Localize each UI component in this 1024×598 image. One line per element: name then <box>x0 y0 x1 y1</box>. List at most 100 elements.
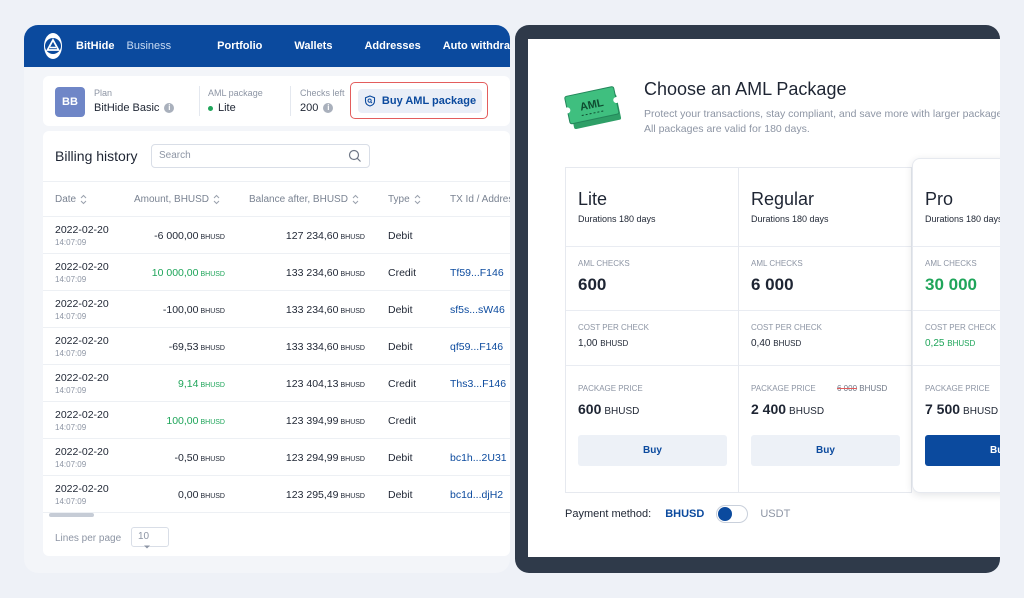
buy-button[interactable]: Buy <box>578 435 727 466</box>
row-type: Debit <box>388 489 413 501</box>
package-card-lite: Lite Durations 180 days AML CHECKS 600 COST … <box>565 167 739 493</box>
nav-wallets[interactable]: Wallets <box>294 40 333 52</box>
divider <box>913 246 1000 247</box>
table-row[interactable]: 2022-02-20 14:07:09 -69,53 BHUSD 133 334,60 B… <box>43 328 510 365</box>
table-row[interactable]: 2022-02-20 14:07:09 10 000,00 BHUSD 133 234,… <box>43 254 510 291</box>
bithide-logo-icon[interactable] <box>44 33 62 59</box>
cost-value: 1,00 <box>578 338 598 349</box>
row-amount: 9,14 BHUSD <box>178 378 225 390</box>
row-tx-link[interactable]: sf5s...sW46 <box>450 304 505 316</box>
table-row[interactable]: 2022-02-20 14:07:09 100,00 BHUSD 123 394,99 B… <box>43 402 510 439</box>
aml-package-name: Lite <box>218 102 236 114</box>
table-row[interactable]: 2022-02-20 14:07:09 9,14 BHUSD 123 404,13 BHU… <box>43 365 510 402</box>
row-date: 2022-02-20 <box>55 483 109 495</box>
row-amount: -69,53 BHUSD <box>169 341 225 353</box>
row-tx-link[interactable]: Ths3...F146 <box>450 378 507 390</box>
payment-option-usdt[interactable]: USDT <box>760 508 791 520</box>
checks-left-label: Checks left <box>300 88 345 98</box>
row-tx-link[interactable]: qf59...F146 <box>450 341 504 353</box>
row-tx-link[interactable]: Tf59...F146 <box>450 267 504 279</box>
info-icon[interactable]: i <box>164 103 175 113</box>
buy-button[interactable]: Buy <box>751 435 900 466</box>
row-tx-link[interactable]: bc1d...djH2 <box>450 489 504 501</box>
search-placeholder: Search <box>159 150 191 161</box>
table-row[interactable]: 2022-02-20 14:07:09 0,00 BHUSD 123 295,49 BHU… <box>43 476 510 513</box>
package-price-value: 2 400 BHUSD <box>751 401 824 417</box>
table-row[interactable]: 2022-02-20 14:07:09 -6 000,00 BHUSD 127 234,… <box>43 217 510 254</box>
row-date: 2022-02-20 <box>55 298 109 310</box>
row-balance-value: 123 404,13 <box>285 378 339 390</box>
price-value: 7 500 <box>925 401 961 417</box>
nav-auto-withdraw[interactable]: Auto withdraw <box>442 40 510 52</box>
billing-history-panel: Billing history Search Date Amount, BHUS… <box>43 131 510 556</box>
price-unit: BHUSD <box>789 406 825 417</box>
sort-icon[interactable] <box>352 194 359 205</box>
column-type-label: Type <box>388 194 410 205</box>
lines-per-page-select[interactable]: 10 <box>131 527 169 549</box>
row-time: 14:07:09 <box>55 497 87 506</box>
price-unit: BHUSD <box>604 406 640 417</box>
buy-aml-highlight <box>350 82 488 119</box>
cost-per-check-value: 1,00 BHUSD <box>578 338 628 349</box>
column-amount-label: Amount, BHUSD <box>134 194 210 205</box>
row-balance-unit: BHUSD <box>340 493 365 500</box>
divider <box>199 86 200 116</box>
row-balance-unit: BHUSD <box>340 345 365 352</box>
row-balance-value: 133 234,60 <box>285 304 339 316</box>
aml-checks-value: 600 <box>578 275 607 294</box>
row-amount-unit: BHUSD <box>200 234 225 241</box>
toggle-knob <box>718 507 733 521</box>
table-row[interactable]: 2022-02-20 14:07:09 -0,50 BHUSD 123 294,99 BH… <box>43 439 510 476</box>
search-input[interactable]: Search <box>151 144 370 168</box>
row-balance-value: 123 295,49 <box>285 489 339 501</box>
row-type: Debit <box>388 452 413 464</box>
aml-checks-value: 30 000 <box>925 275 977 294</box>
row-balance-unit: BHUSD <box>340 456 365 463</box>
column-tx-id[interactable]: TX Id / Address <box>450 194 510 205</box>
payment-method-label: Payment method: <box>565 508 652 520</box>
row-amount: -6 000,00 BHUSD <box>154 230 225 242</box>
cost-per-check-label: COST PER CHECK <box>925 323 996 332</box>
sort-icon[interactable] <box>80 194 87 205</box>
payment-method-toggle[interactable] <box>716 505 749 523</box>
package-price-label: PACKAGE PRICE <box>751 384 816 393</box>
buy-button[interactable]: Buy <box>925 435 1000 466</box>
nav-addresses[interactable]: Addresses <box>364 40 421 52</box>
column-date[interactable]: Date <box>55 194 87 205</box>
table-header: Date Amount, BHUSD Balance after, BHUSD … <box>43 181 510 217</box>
row-balance-value: 133 234,60 <box>285 267 339 279</box>
row-amount-unit: BHUSD <box>200 419 225 426</box>
row-balance-value: 127 234,60 <box>285 230 339 242</box>
row-amount-value: 0,00 <box>178 489 199 501</box>
modal-description: Protect your transactions, stay complian… <box>644 108 1000 135</box>
status-dot-icon <box>208 105 213 111</box>
divider <box>290 86 291 116</box>
column-amount[interactable]: Amount, BHUSD <box>134 194 220 205</box>
column-balance-after[interactable]: Balance after, BHUSD <box>249 194 359 205</box>
old-price-unit: BHUSD <box>859 384 888 393</box>
buy-aml-package-button[interactable]: Buy AML package <box>358 89 482 113</box>
column-type[interactable]: Type <box>388 194 421 205</box>
row-time: 14:07:09 <box>55 238 87 247</box>
row-balance: 133 334,60 BHUSD <box>286 341 365 353</box>
row-date: 2022-02-20 <box>55 224 109 236</box>
row-tx-link[interactable]: bc1h...2U31 <box>450 452 507 464</box>
row-balance-value: 123 394,99 <box>285 415 339 427</box>
sort-icon[interactable] <box>414 194 421 205</box>
row-amount-unit: BHUSD <box>200 345 225 352</box>
plan-label: Plan <box>94 88 113 98</box>
plan-name: BitHide Basic <box>94 102 160 114</box>
sort-icon[interactable] <box>213 194 220 205</box>
billing-history-title: Billing history <box>55 148 138 164</box>
table-row[interactable]: 2022-02-20 14:07:09 -100,00 BHUSD 133 234,60… <box>43 291 510 328</box>
row-amount: 10 000,00 BHUSD <box>152 267 225 279</box>
nav-portfolio[interactable]: Portfolio <box>217 40 263 52</box>
info-icon[interactable]: i <box>323 103 334 113</box>
search-icon[interactable] <box>348 149 362 163</box>
row-amount-unit: BHUSD <box>200 308 225 315</box>
payment-option-bhusd[interactable]: BHUSD <box>665 508 705 520</box>
row-balance-value: 123 294,99 <box>285 452 339 464</box>
avatar[interactable]: BB <box>55 87 85 117</box>
cost-value: 0,40 <box>751 338 771 349</box>
horizontal-scrollbar[interactable] <box>49 513 94 517</box>
